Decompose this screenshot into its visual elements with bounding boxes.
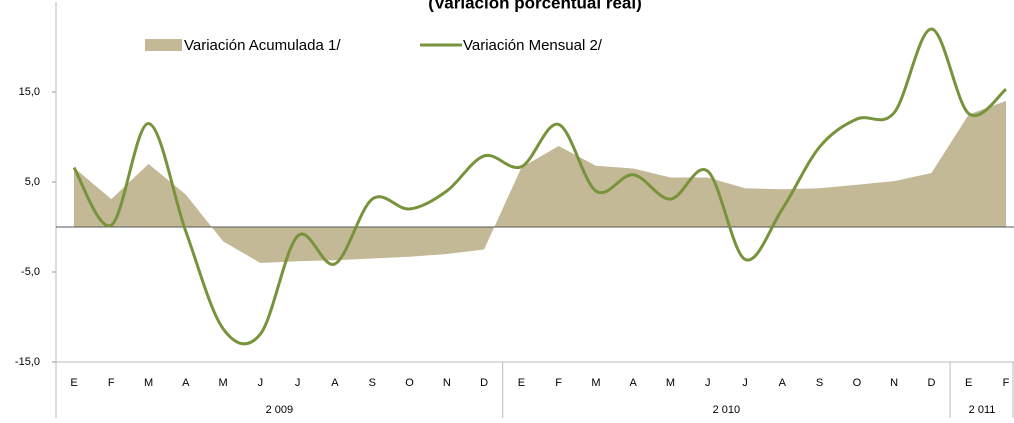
y-tick-label: 15,0 <box>19 86 40 98</box>
legend-label: Variación Mensual 2/ <box>463 37 603 54</box>
x-tick-label: F <box>108 377 115 389</box>
area <box>74 101 1006 263</box>
x-tick-label: A <box>182 377 190 389</box>
x-tick-label: M <box>591 377 600 389</box>
x-tick-label: N <box>890 377 898 389</box>
x-tick-label: A <box>331 377 339 389</box>
chart-title: (Variación porcentual real) <box>428 0 642 12</box>
x-tick-label: F <box>555 377 562 389</box>
x-tick-label: O <box>853 377 862 389</box>
x-tick-label: E <box>70 377 77 389</box>
x-tick-label: E <box>965 377 972 389</box>
x-tick-label: M <box>219 377 228 389</box>
line <box>72 27 1007 346</box>
x-tick-label: J <box>295 377 301 389</box>
x-tick-label: A <box>630 377 638 389</box>
group-label: 2 010 <box>713 404 741 416</box>
x-tick-label: D <box>480 377 488 389</box>
x-tick-label: S <box>816 377 823 389</box>
y-tick-label: -15,0 <box>15 356 40 368</box>
x-tick-label: N <box>443 377 451 389</box>
x-tick-label: S <box>369 377 376 389</box>
x-tick-label: J <box>258 377 264 389</box>
legend-label: Variación Acumulada 1/ <box>184 37 341 54</box>
group-label: 2 009 <box>266 404 294 416</box>
x-tick-label: F <box>1003 377 1010 389</box>
y-tick-label: 5,0 <box>25 176 40 188</box>
x-tick-label: O <box>405 377 414 389</box>
group-label: 2 011 <box>969 404 996 416</box>
x-tick-label: M <box>666 377 675 389</box>
x-tick-label: J <box>742 377 748 389</box>
x-tick-label: M <box>144 377 153 389</box>
x-tick-label: D <box>927 377 935 389</box>
x-tick-label: E <box>518 377 525 389</box>
y-tick-label: -5,0 <box>21 266 40 278</box>
x-tick-label: J <box>705 377 711 389</box>
legend-swatch <box>145 39 182 51</box>
x-tick-label: A <box>779 377 787 389</box>
